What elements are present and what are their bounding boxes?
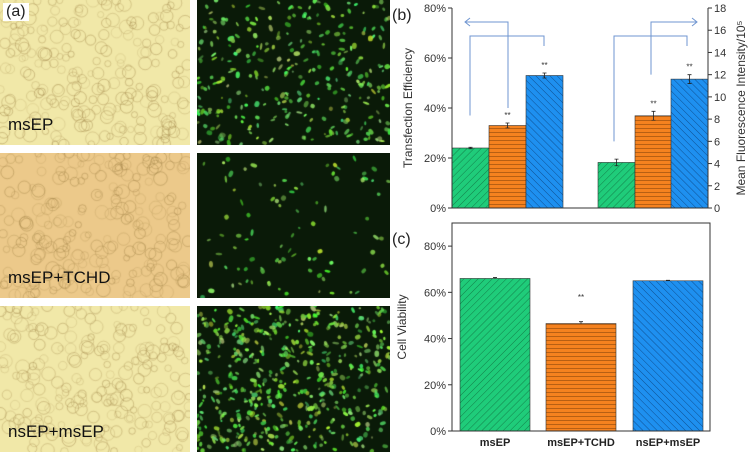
y-axis-label: Cell Viability (395, 294, 409, 359)
y2-tick-label: 6 (714, 136, 720, 148)
bar (525, 75, 564, 209)
y-tick-label: 80% (424, 3, 446, 15)
y2-tick-label: 14 (714, 47, 726, 59)
fluorescence-image-msep-tchd (197, 153, 390, 298)
chart-c: (c) msEP ** msEP+TCHD nsEP+msEP 0% 20% 40% 60% 80… (392, 222, 711, 449)
bar (488, 125, 527, 209)
y2-tick-label: 10 (714, 92, 726, 104)
condition-label: nsEP+msEP (8, 422, 104, 441)
error-bar (542, 72, 547, 79)
bar (597, 162, 636, 209)
arrow-left (465, 21, 509, 108)
y-tick-label: 40% (424, 334, 446, 346)
y2-axis-label: Mean Fluorescence Intensity/10⁵ (734, 20, 748, 195)
error-bar (687, 74, 692, 84)
chart-b: (b) ** ** ** ** 0% 20% 40% 60% 80% 0 2 4 6 8 10 12 14 16 18… (392, 3, 748, 215)
error-bar (505, 122, 510, 129)
fluorescence-image-msep (197, 0, 390, 145)
bracket (613, 35, 688, 142)
error-bar (468, 146, 473, 150)
brightfield-image-msep: msEP (0, 0, 190, 145)
bar (451, 147, 490, 209)
panel-b-label: (b) (392, 7, 412, 24)
error-bar (651, 110, 656, 121)
bar (670, 78, 709, 209)
y-tick-label: 20% (424, 380, 446, 392)
y-tick-label: 0% (430, 426, 446, 438)
fluorescence-canvas (197, 306, 390, 452)
y2-tick-label: 2 (714, 181, 720, 193)
brightfield-canvas (0, 306, 190, 452)
bar (634, 115, 673, 209)
arrow-right (650, 21, 697, 75)
y2-tick-label: 12 (714, 70, 726, 82)
significance-label: ** (686, 63, 692, 72)
bracket (469, 35, 545, 116)
significance-label: ** (650, 99, 656, 108)
error-bar (493, 277, 497, 279)
error-bar (614, 158, 619, 167)
axes (451, 222, 711, 432)
x-tick-label: msEP (480, 437, 511, 449)
significance-label: ** (578, 293, 584, 302)
fluorescence-canvas (197, 0, 390, 145)
y2-tick-label: 18 (714, 3, 726, 15)
y-tick-label: 80% (424, 241, 446, 253)
y-tick-label: 20% (424, 153, 446, 165)
brightfield-canvas (0, 153, 190, 298)
bar (632, 280, 704, 432)
y2-tick-label: 4 (714, 159, 720, 171)
y-tick-label: 60% (424, 287, 446, 299)
y2-tick-label: 16 (714, 25, 726, 37)
arrow-head (464, 17, 471, 27)
panel-c-label: (c) (392, 231, 411, 248)
y-tick-label: 0% (430, 203, 446, 215)
arrow-head (691, 17, 698, 27)
fluorescence-image-nsep-msep (197, 306, 390, 452)
bar (545, 323, 617, 432)
x-tick-label: msEP+TCHD (547, 437, 615, 449)
condition-label: msEP+TCHD (8, 268, 111, 287)
condition-label: msEP (8, 115, 54, 134)
fluorescence-canvas (197, 153, 390, 298)
panel-a-label: (a) (3, 3, 29, 21)
brightfield-image-nsep-msep: nsEP+msEP (0, 306, 190, 452)
brightfield-canvas (0, 0, 190, 145)
y2-tick-label: 0 (714, 203, 720, 215)
y-axis-label: Transfection Efficiency (401, 48, 415, 168)
x-tick-label: nsEP+msEP (636, 437, 701, 449)
y-tick-label: 60% (424, 53, 446, 65)
y2-tick-label: 8 (714, 114, 720, 126)
significance-label: ** (504, 111, 510, 120)
significance-label: ** (541, 61, 547, 70)
error-bar (579, 321, 583, 324)
brightfield-image-msep-tchd: msEP+TCHD (0, 153, 190, 298)
bar (459, 278, 531, 432)
y-tick-label: 40% (424, 103, 446, 115)
